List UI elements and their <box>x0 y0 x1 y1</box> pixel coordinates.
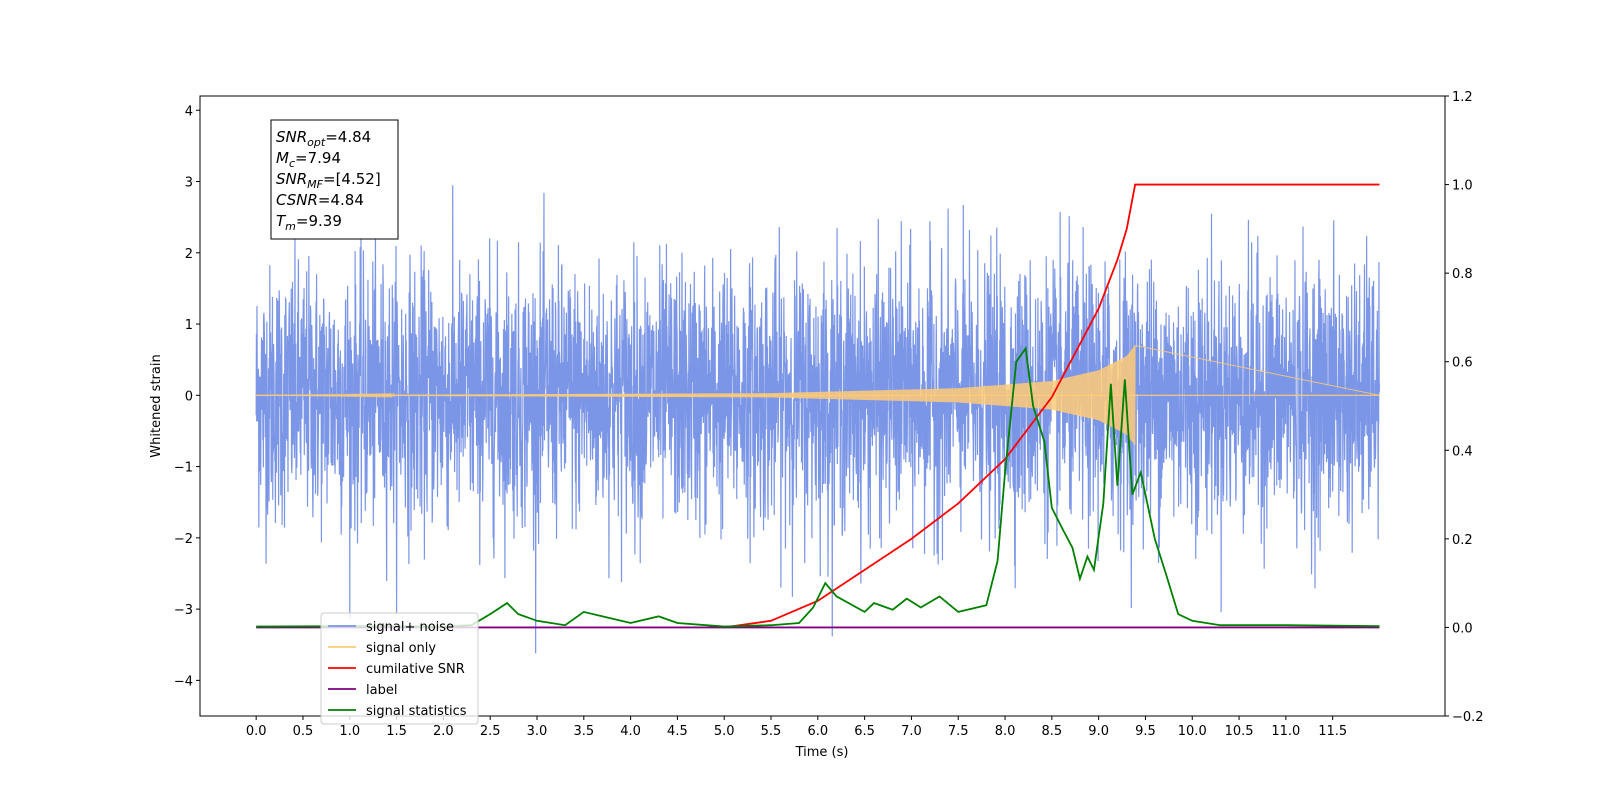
y-tick-label: −3 <box>174 603 193 618</box>
legend-label: signal+ noise <box>366 620 454 635</box>
y2-tick-label: 1.0 <box>1452 179 1473 194</box>
annotation-symbol: SNR <box>276 128 307 146</box>
series-signal-noise <box>255 185 1381 654</box>
x-tick-label: 10.0 <box>1178 724 1207 739</box>
y-tick-label: −2 <box>174 532 193 547</box>
y2-tick-label: 0.0 <box>1452 621 1473 636</box>
x-tick-label: 0.5 <box>293 724 314 739</box>
y-tick-label: −4 <box>174 674 193 689</box>
legend-frame <box>320 612 479 725</box>
x-tick-label: 1.0 <box>339 724 360 739</box>
annotation-symbol: T <box>276 212 287 230</box>
x-tick-label: 7.0 <box>901 724 922 739</box>
series-signal-statistics <box>256 346 1380 628</box>
y2-tick-label: 0.4 <box>1452 444 1473 459</box>
y2-tick-label: −0.2 <box>1452 710 1484 725</box>
annotation-line: CSNR=4.84 <box>276 191 364 209</box>
annotation-line: SNRopt=4.84 <box>276 128 371 149</box>
annotation-line: Tm=9.39 <box>276 212 342 233</box>
y-tick-label: 1 <box>185 318 193 333</box>
annotation-value: =4.84 <box>325 128 371 146</box>
x-tick-label: 8.5 <box>1041 724 1062 739</box>
legend-label: label <box>366 683 397 698</box>
x-tick-label: 11.5 <box>1318 724 1347 739</box>
annotation-line: Mc=7.94 <box>276 149 341 170</box>
annotation-value: =9.39 <box>296 212 342 230</box>
x-tick-label: 6.0 <box>807 724 828 739</box>
annotation-value: =7.94 <box>295 149 341 167</box>
y2-tick-label: 0.8 <box>1452 267 1473 282</box>
y-axis-label: Whitened strain <box>149 354 164 457</box>
x-tick-label: 6.5 <box>854 724 875 739</box>
annotation-subscript: MF <box>307 178 323 191</box>
x-tick-label: 11.0 <box>1271 724 1300 739</box>
y-tick-label: 0 <box>185 389 193 404</box>
x-tick-label: 3.5 <box>573 724 594 739</box>
x-tick-label: 0.0 <box>246 724 267 739</box>
annotation-symbol: M <box>276 149 289 167</box>
plot-frame <box>199 95 1446 717</box>
annotation-subscript: c <box>289 157 295 170</box>
annotation-value: =4.84 <box>318 191 364 209</box>
y-tick-label: 2 <box>185 247 193 262</box>
annotation-line: SNRMF=[4.52] <box>276 170 381 191</box>
x-tick-label: 5.0 <box>714 724 735 739</box>
x-tick-label: 9.5 <box>1135 724 1156 739</box>
legend-label: signal statistics <box>366 704 467 719</box>
x-tick-label: 2.0 <box>433 724 454 739</box>
y2-tick-label: 0.2 <box>1452 533 1473 548</box>
x-tick-label: 4.5 <box>667 724 688 739</box>
x-tick-label: 3.0 <box>527 724 548 739</box>
annotation-frame <box>270 119 399 240</box>
x-tick-label: 4.0 <box>620 724 641 739</box>
y-tick-label: 4 <box>185 104 193 119</box>
legend: signal+ noise signal only cumilative SNR la… <box>320 612 479 725</box>
x-tick-label: 2.5 <box>480 724 501 739</box>
x-tick-label: 9.0 <box>1088 724 1109 739</box>
x-tick-label: 10.5 <box>1225 724 1254 739</box>
annotation-box: SNRopt=4.84Mc=7.94SNRMF=[4.52]CSNR=4.84T… <box>270 119 399 240</box>
series-cumilative-snr <box>724 183 1380 629</box>
x-tick-label: 5.5 <box>761 724 782 739</box>
x-tick-label: 8.0 <box>995 724 1016 739</box>
legend-label: signal only <box>366 641 436 656</box>
y-tick-label: −1 <box>174 461 193 476</box>
annotation-subscript: opt <box>307 136 326 149</box>
x-tick-label: 7.5 <box>948 724 969 739</box>
y-tick-label: 3 <box>185 176 193 191</box>
annotation-value: =[4.52] <box>323 170 381 188</box>
annotation-subscript: m <box>285 220 296 233</box>
legend-label: cumilative SNR <box>366 662 465 677</box>
annotation-symbol: SNR <box>276 170 307 188</box>
x-tick-label: 1.5 <box>386 724 407 739</box>
x-axis-label: Time (s) <box>795 745 849 760</box>
annotation-symbol: CSNR <box>276 191 318 209</box>
y2-tick-label: 0.6 <box>1452 356 1473 371</box>
y2-tick-label: 1.2 <box>1452 90 1473 105</box>
